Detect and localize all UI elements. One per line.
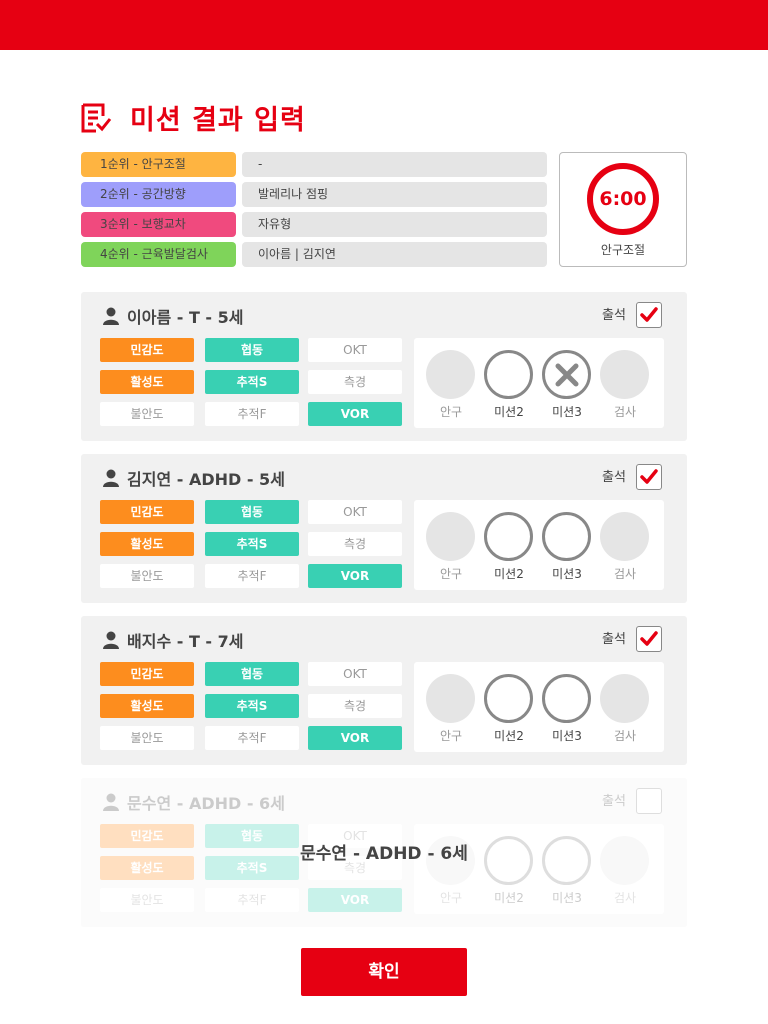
check-icon (640, 307, 658, 322)
rank-label-1: 1순위 - 안구조절 (81, 152, 236, 177)
person-icon (103, 469, 119, 487)
mission-label: 미션3 (552, 405, 582, 419)
timer-display: 6:00 (587, 163, 659, 235)
assessment-tag[interactable]: 추적S (205, 694, 299, 718)
mission-circle[interactable] (484, 674, 533, 723)
assessment-tag[interactable]: 활성도 (100, 370, 194, 394)
disabled-student-label: 문수연 - ADHD - 6세 (300, 844, 468, 864)
assessment-tag[interactable]: 측경 (308, 532, 402, 556)
top-bar (0, 0, 768, 50)
rank-label-4: 4순위 - 근육발달검사 (81, 242, 236, 267)
assessment-tag[interactable]: 민감도 (100, 338, 194, 362)
timer-label: 안구조절 (600, 243, 646, 257)
assessment-tag[interactable]: OKT (308, 662, 402, 686)
assessment-tag[interactable]: 추적F (205, 726, 299, 750)
student-name: 배지수 - T - 7세 (103, 628, 244, 652)
mission-label: 검사 (613, 405, 637, 419)
mission-label: 안구 (439, 405, 463, 419)
assessment-tag[interactable]: 측경 (308, 370, 402, 394)
timer-panel: 6:00 안구조절 (559, 152, 687, 267)
check-icon (640, 469, 658, 484)
mission-panel: 안구 미션2 미션3 검사 (414, 500, 664, 590)
assessment-tag[interactable]: 추적F (205, 564, 299, 588)
assessment-tag[interactable]: VOR (308, 564, 402, 588)
person-icon (103, 307, 119, 325)
student-card: 문수연 - ADHD - 6세출석민감도협동OKT활성도추적S측경불안도추적FV… (81, 778, 687, 927)
mission-label: 미션2 (494, 729, 524, 743)
assessment-tag[interactable]: 추적S (205, 532, 299, 556)
assessment-tag[interactable]: 활성도 (100, 694, 194, 718)
assessment-tag[interactable]: 협동 (205, 338, 299, 362)
document-check-icon (81, 103, 112, 132)
confirm-button[interactable]: 확인 (301, 948, 467, 996)
mission-circle[interactable] (542, 350, 591, 399)
page-title: 미션 결과 입력 (80, 98, 306, 137)
student-name: 이아름 - T - 5세 (103, 304, 244, 328)
assessment-tag[interactable]: 민감도 (100, 662, 194, 686)
rank-value-2[interactable]: 발레리나 점핑 (242, 182, 547, 207)
mission-label: 안구 (439, 729, 463, 743)
assessment-tag[interactable]: 협동 (205, 662, 299, 686)
mission-circle[interactable] (484, 350, 533, 399)
person-icon (103, 631, 119, 649)
mission-circle[interactable] (542, 674, 591, 723)
mission-label: 미션3 (552, 567, 582, 581)
mission-circle[interactable] (600, 350, 649, 399)
mission-label: 검사 (613, 729, 637, 743)
mission-label: 미션3 (552, 729, 582, 743)
mission-label: 검사 (613, 567, 637, 581)
mission-label: 미션2 (494, 567, 524, 581)
rank-value-4[interactable]: 이아름 | 김지연 (242, 242, 547, 267)
assessment-tag[interactable]: 불안도 (100, 564, 194, 588)
fail-x-icon (555, 363, 578, 386)
assessment-tag[interactable]: OKT (308, 500, 402, 524)
assessment-tag[interactable]: VOR (308, 726, 402, 750)
mission-circle[interactable] (542, 512, 591, 561)
assessment-tag[interactable]: 민감도 (100, 500, 194, 524)
assessment-tag[interactable]: 추적S (205, 370, 299, 394)
assessment-tag[interactable]: OKT (308, 338, 402, 362)
attendance-checkbox[interactable] (636, 626, 662, 652)
attendance-label: 출석 (602, 632, 626, 647)
disabled-overlay (81, 778, 687, 927)
mission-circle[interactable] (426, 512, 475, 561)
student-name-text: 김지연 - ADHD - 5세 (127, 470, 285, 489)
assessment-tag[interactable]: 측경 (308, 694, 402, 718)
mission-panel: 안구 미션2 미션3 검사 (414, 662, 664, 752)
check-icon (640, 631, 658, 646)
attendance-label: 출석 (602, 308, 626, 323)
mission-panel: 안구 미션2 미션3 검사 (414, 338, 664, 428)
mission-circle[interactable] (600, 674, 649, 723)
attendance-label: 출석 (602, 470, 626, 485)
page-title-text: 미션 결과 입력 (130, 105, 306, 136)
assessment-tag[interactable]: 불안도 (100, 402, 194, 426)
mission-circle[interactable] (426, 674, 475, 723)
attendance-checkbox[interactable] (636, 302, 662, 328)
assessment-tag[interactable]: VOR (308, 402, 402, 426)
mission-circle[interactable] (484, 512, 533, 561)
student-name-text: 배지수 - T - 7세 (127, 632, 244, 651)
rank-label-2: 2순위 - 공간방향 (81, 182, 236, 207)
student-name: 김지연 - ADHD - 5세 (103, 466, 285, 490)
rank-label-3: 3순위 - 보행교차 (81, 212, 236, 237)
attendance-checkbox[interactable] (636, 464, 662, 490)
rank-value-1[interactable]: - (242, 152, 547, 177)
mission-circle[interactable] (426, 350, 475, 399)
assessment-tag[interactable]: 협동 (205, 500, 299, 524)
rank-value-3[interactable]: 자유형 (242, 212, 547, 237)
mission-label: 안구 (439, 567, 463, 581)
assessment-tag[interactable]: 활성도 (100, 532, 194, 556)
mission-circle[interactable] (600, 512, 649, 561)
assessment-tag[interactable]: 추적F (205, 402, 299, 426)
mission-label: 미션2 (494, 405, 524, 419)
assessment-tag[interactable]: 불안도 (100, 726, 194, 750)
student-name-text: 이아름 - T - 5세 (127, 308, 244, 327)
